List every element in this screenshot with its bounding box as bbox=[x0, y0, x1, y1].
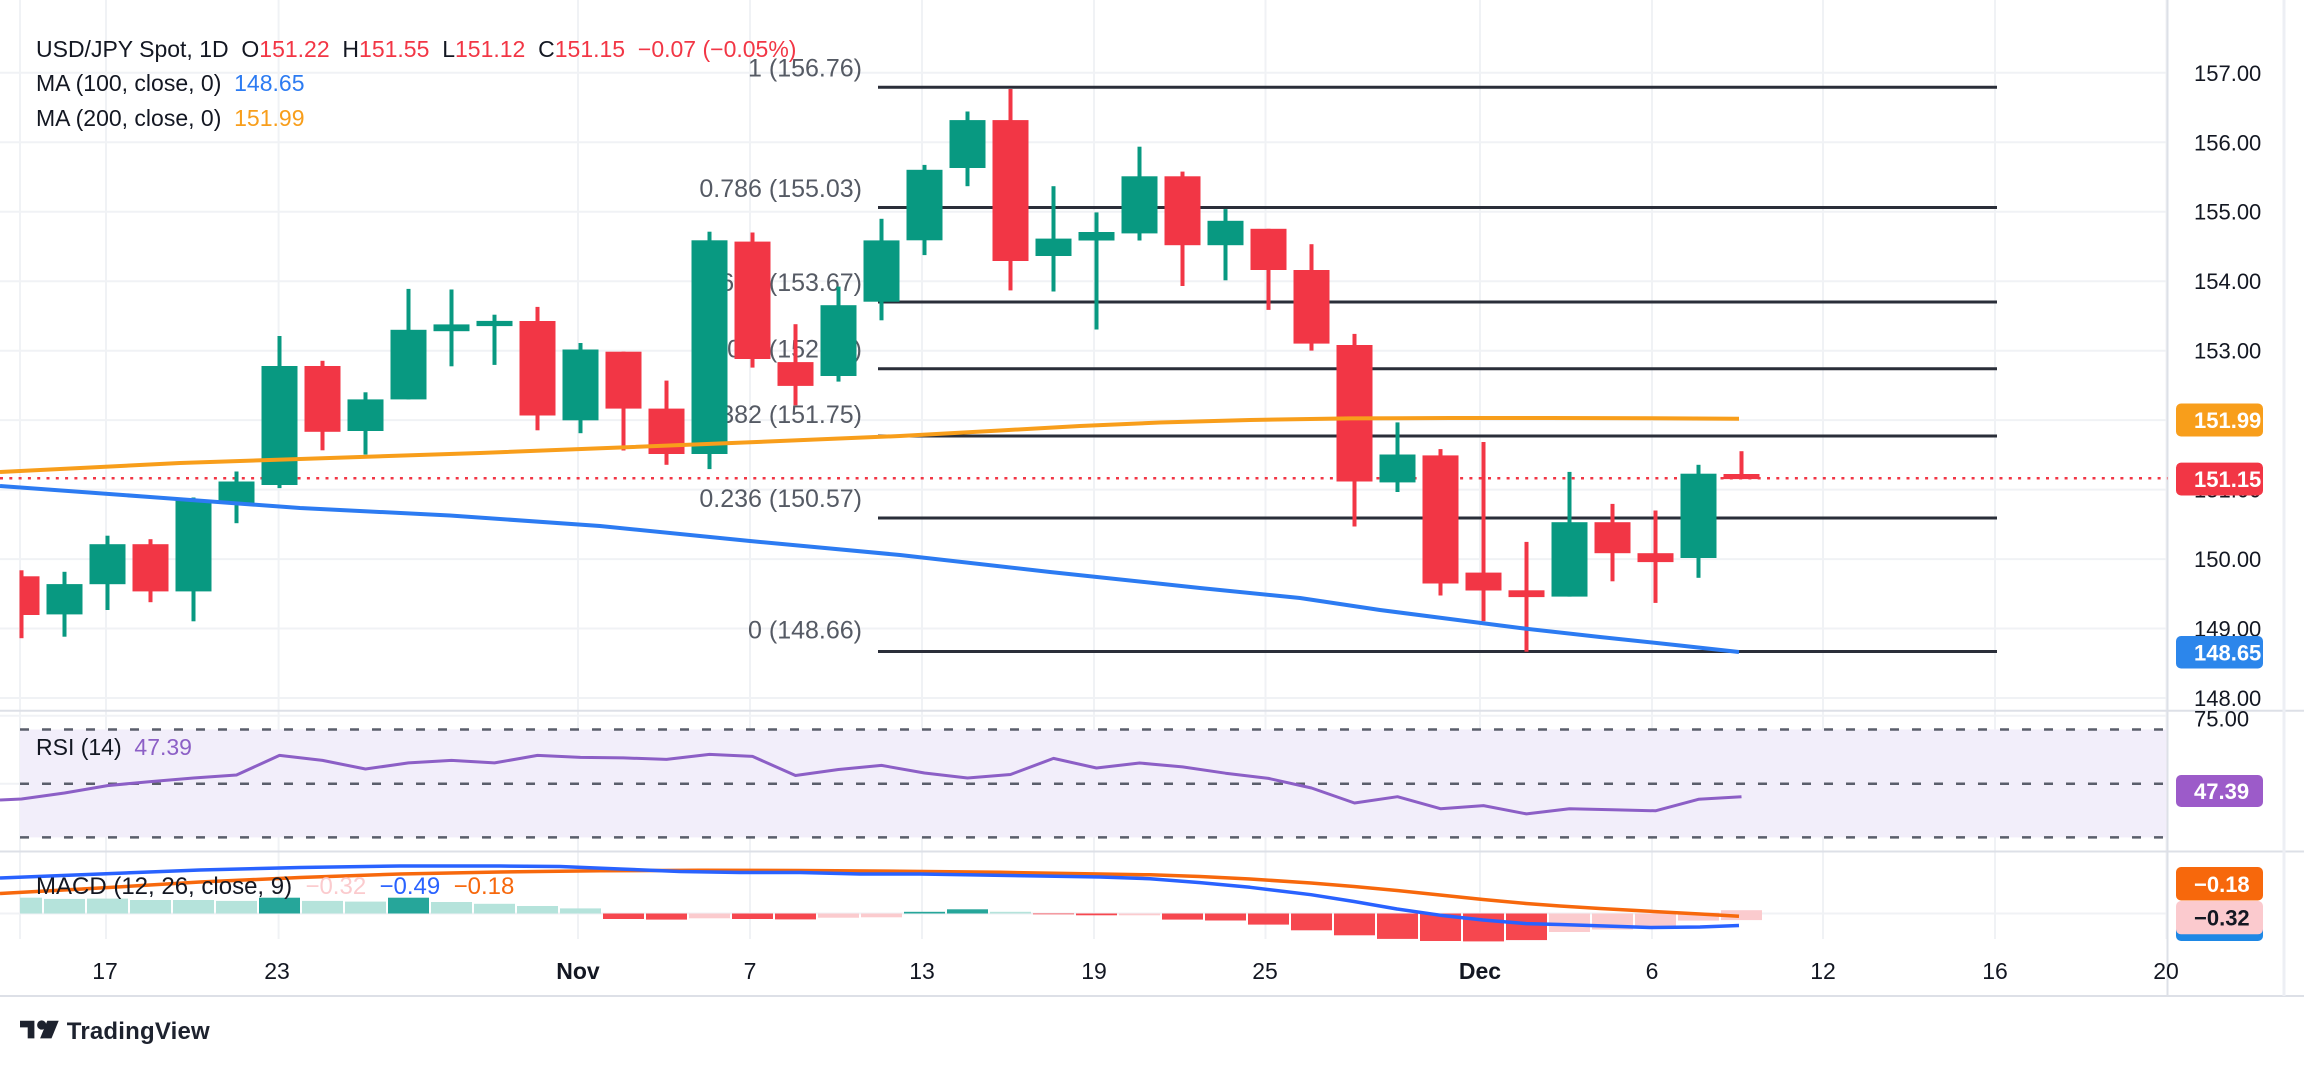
svg-text:Nov: Nov bbox=[556, 958, 600, 984]
svg-text:12: 12 bbox=[1810, 958, 1836, 984]
svg-text:MA (200, close, 0) 151.99: MA (200, close, 0) 151.99 bbox=[36, 105, 305, 131]
svg-text:6: 6 bbox=[1646, 958, 1659, 984]
svg-text:17: 17 bbox=[92, 958, 118, 984]
svg-text:0.236 (150.57): 0.236 (150.57) bbox=[699, 485, 862, 513]
svg-text:150.00: 150.00 bbox=[2194, 547, 2261, 572]
svg-text:−0.32: −0.32 bbox=[2194, 906, 2250, 931]
svg-text:25: 25 bbox=[1252, 958, 1278, 984]
svg-text:155.00: 155.00 bbox=[2194, 200, 2261, 225]
svg-text:13: 13 bbox=[909, 958, 935, 984]
svg-text:RSI (14) 47.39: RSI (14) 47.39 bbox=[36, 734, 192, 760]
svg-text:1 (156.76): 1 (156.76) bbox=[748, 55, 862, 83]
svg-text:153.00: 153.00 bbox=[2194, 339, 2261, 364]
svg-text:47.39: 47.39 bbox=[2194, 779, 2249, 804]
svg-text:7: 7 bbox=[744, 958, 757, 984]
svg-text:157.00: 157.00 bbox=[2194, 61, 2261, 86]
svg-text:151.15: 151.15 bbox=[2194, 467, 2261, 492]
svg-text:−0.18: −0.18 bbox=[2194, 872, 2250, 897]
svg-text:Dec: Dec bbox=[1459, 958, 1501, 984]
svg-text:0.786 (155.03): 0.786 (155.03) bbox=[699, 175, 862, 203]
svg-text:148.00: 148.00 bbox=[2194, 686, 2261, 711]
svg-text:TradingView: TradingView bbox=[67, 1018, 210, 1045]
svg-text:16: 16 bbox=[1982, 958, 2008, 984]
svg-text:23: 23 bbox=[264, 958, 290, 984]
svg-text:156.00: 156.00 bbox=[2194, 130, 2261, 155]
svg-text:75.00: 75.00 bbox=[2194, 707, 2249, 732]
svg-text:154.00: 154.00 bbox=[2194, 269, 2261, 294]
svg-text:MA (100, close, 0) 148.65: MA (100, close, 0) 148.65 bbox=[36, 70, 305, 96]
svg-text:MACD (12, 26, close, 9) −0.32: MACD (12, 26, close, 9) −0.32 −0.49 −0.1… bbox=[36, 873, 514, 900]
svg-text:USD/JPY Spot, 1D O151.22 H15: USD/JPY Spot, 1D O151.22 H151.55 L151.12… bbox=[36, 36, 796, 62]
svg-text:148.65: 148.65 bbox=[2194, 640, 2261, 665]
svg-text:151.99: 151.99 bbox=[2194, 408, 2261, 433]
svg-text:20: 20 bbox=[2153, 958, 2179, 984]
svg-text:19: 19 bbox=[1081, 958, 1107, 984]
svg-text:0 (148.66): 0 (148.66) bbox=[748, 617, 862, 645]
